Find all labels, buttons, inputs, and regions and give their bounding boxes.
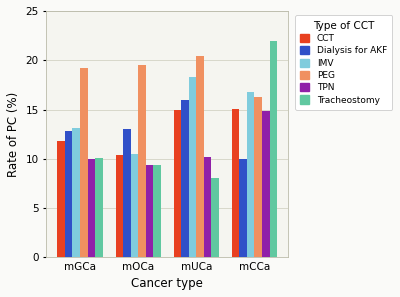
Bar (138, 65, 146, 257)
Bar (189, 77, 196, 257)
Bar (270, 40, 277, 257)
Bar (65, 131, 72, 257)
Bar (174, 110, 181, 257)
Bar (181, 100, 189, 257)
Bar (95, 158, 103, 257)
Bar (239, 159, 247, 257)
Bar (88, 159, 95, 257)
Bar (153, 165, 161, 257)
Bar (80, 68, 88, 257)
Bar (123, 129, 131, 257)
Bar (212, 178, 219, 257)
Bar (146, 165, 153, 257)
Bar (247, 92, 254, 257)
Bar (131, 154, 138, 257)
Bar (204, 157, 212, 257)
Bar (232, 108, 239, 257)
Bar (72, 128, 80, 257)
Legend: CCT, Dialysis for AKF, IMV, PEG, TPN, Tracheostomy: CCT, Dialysis for AKF, IMV, PEG, TPN, Tr… (295, 15, 392, 110)
Y-axis label: Rate of PC (%): Rate of PC (%) (7, 91, 20, 177)
Bar (57, 141, 65, 257)
Bar (254, 97, 262, 257)
Bar (262, 111, 270, 257)
Bar (116, 155, 123, 257)
Bar (196, 56, 204, 257)
X-axis label: Cancer type: Cancer type (131, 277, 203, 290)
